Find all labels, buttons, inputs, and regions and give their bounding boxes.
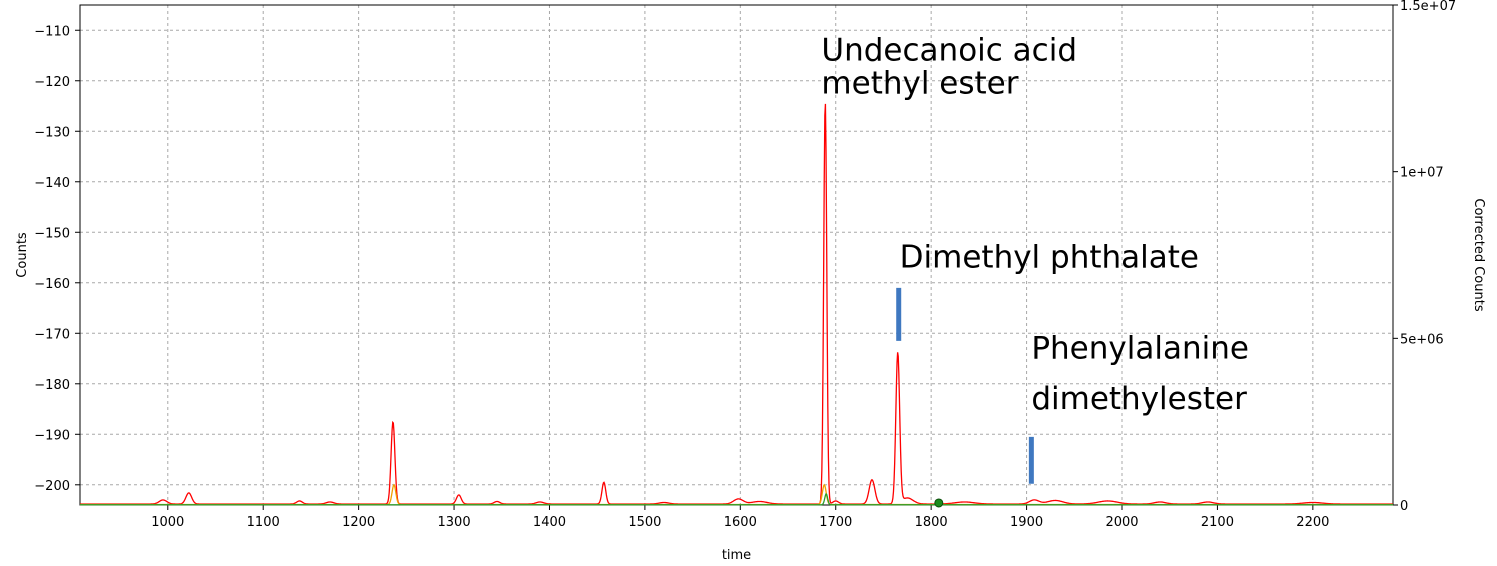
series-line-2 (80, 483, 1393, 506)
peak-annotation: dimethylester (1031, 381, 1247, 417)
x-tick-label: 1200 (342, 515, 375, 530)
x-axis: 1000 1100 1200 1300 1400 1500 1600 1700 1800 1900… (151, 505, 1329, 530)
y-tick-label: −110 (34, 24, 70, 39)
y-axis-label: Counts (15, 232, 30, 278)
y2-axis-label: Corrected Counts (1471, 198, 1486, 311)
series-layer (80, 103, 1393, 506)
peak-annotation: Phenylalanine (1031, 331, 1249, 367)
marker-layer (934, 498, 944, 508)
x-tick-label: 1300 (438, 515, 471, 530)
x-tick-label: 2100 (1201, 515, 1234, 530)
y-tick-label: −140 (34, 176, 70, 191)
x-tick-label: 1500 (628, 515, 661, 530)
series-line-1 (80, 103, 1393, 505)
series-line-3 (80, 493, 1393, 506)
y2-tick-label: 1.5e+07 (1400, 0, 1456, 14)
y-tick-label: −180 (34, 378, 70, 393)
y2-tick-label: 1e+07 (1400, 166, 1444, 181)
grid-lines (80, 5, 1393, 505)
y-tick-label: −150 (34, 226, 70, 241)
x-tick-label: 2200 (1296, 515, 1329, 530)
x-tick-label: 1100 (247, 515, 280, 530)
x-tick-label: 1700 (819, 515, 852, 530)
peak-annotation: methyl ester (821, 65, 1018, 101)
data-point-marker (934, 498, 944, 508)
y-tick-label: −120 (34, 75, 70, 90)
y-tick-label: −200 (34, 479, 70, 494)
x-axis-label: time (722, 548, 751, 563)
y-tick-label: −160 (34, 277, 70, 292)
y-axis-left: −110 −120 −130 −140 −150 −160 −170 −180 −190 −200 (34, 24, 80, 494)
x-tick-label: 1600 (724, 515, 757, 530)
x-tick-label: 2000 (1105, 515, 1138, 530)
y-tick-label: −190 (34, 428, 70, 443)
x-tick-label: 1900 (1010, 515, 1043, 530)
x-tick-label: 1000 (151, 515, 184, 530)
indicator-layer (896, 287, 1034, 484)
peak-annotation: Dimethyl phthalate (900, 240, 1199, 276)
y-axis-right: 0 5e+06 1e+07 1.5e+07 (1393, 0, 1456, 514)
x-tick-label: 1400 (533, 515, 566, 530)
y-tick-label: −130 (34, 125, 70, 140)
y2-tick-label: 5e+06 (1400, 332, 1444, 347)
y-tick-label: −170 (34, 327, 70, 342)
y2-tick-label: 0 (1400, 499, 1408, 514)
x-tick-label: 1800 (915, 515, 948, 530)
peak-annotation: Undecanoic acid (821, 33, 1077, 69)
